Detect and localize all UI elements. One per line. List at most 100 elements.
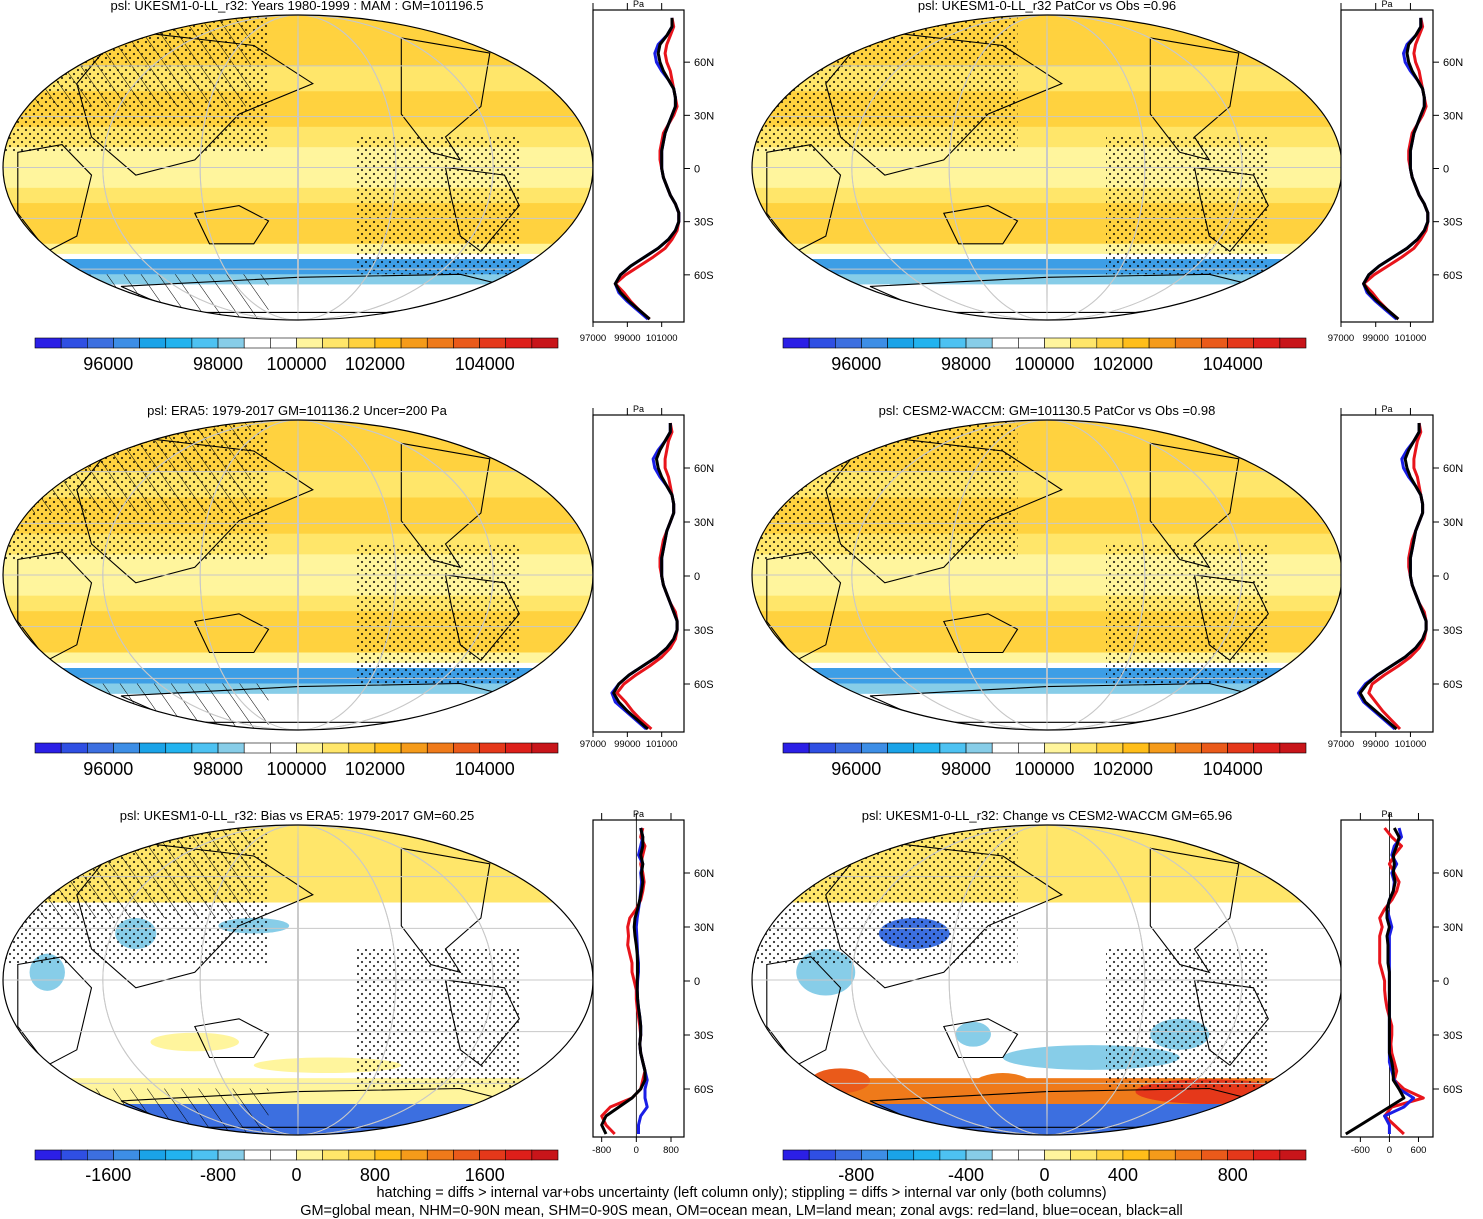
zonal-xtick-label: 101000 (1395, 739, 1427, 750)
colorbar-swatch (453, 742, 480, 754)
continent-outline (942, 1018, 1019, 1059)
stippling-overlay (752, 15, 1018, 153)
zonal-frame (1340, 9, 1434, 323)
colorbar-swatch (1227, 337, 1255, 349)
colorbar-tick-label: 104000 (1203, 354, 1263, 374)
map (752, 15, 1342, 320)
colorbar-swatch (479, 1149, 506, 1161)
colorbar-swatch (426, 337, 454, 349)
zonal-xtick-label: 99000 (614, 739, 640, 750)
zonal-line-all (1362, 17, 1430, 321)
anomaly-region (973, 1073, 1033, 1098)
colorbar-swatch (322, 1149, 350, 1161)
colorbar-swatch (1096, 742, 1124, 754)
zonal-line-all (600, 827, 647, 1135)
zonal-frame (592, 9, 685, 323)
colorbar-swatch (243, 1149, 271, 1161)
colorbar-swatch (87, 1149, 114, 1161)
zonal-xtick-label: 600 (1411, 1145, 1427, 1156)
colorbar-swatch (34, 337, 62, 349)
continent-outline (825, 434, 1063, 584)
colorbar-tick-label: 96000 (831, 759, 881, 779)
colorbar-swatch (296, 742, 323, 754)
zonal-xtick-label: -800 (592, 1145, 611, 1156)
colorbar-swatch (1227, 742, 1255, 754)
panel-title: psl: ERA5: 1979-2017 GM=101136.2 Uncer=2… (147, 403, 447, 418)
colorbar-tick-label: 98000 (941, 354, 991, 374)
colorbar-tick-label: 0 (291, 1165, 301, 1185)
colorbar-swatch (1253, 337, 1281, 349)
colorbar-swatch (808, 742, 836, 754)
colorbar: 96000 98000 100000 102000 104000 (34, 337, 559, 374)
continent-outline (444, 166, 520, 253)
colorbar-tick-label: -800 (200, 1165, 236, 1185)
graticule-lon (297, 420, 299, 730)
zonal-lat-label: 60S (1443, 679, 1463, 691)
zonal-lat-label: 0 (1443, 976, 1449, 988)
continent-outline (193, 205, 270, 245)
zonal-lat-label: 0 (694, 571, 700, 583)
colorbar-tick-label: 98000 (193, 759, 243, 779)
colorbar-swatch (939, 337, 967, 349)
colorbar-swatch (505, 742, 533, 754)
zonal-xtick-label: 97000 (1328, 333, 1354, 344)
graticule-lon (102, 420, 494, 730)
colorbar-swatch (1253, 1149, 1281, 1161)
zonal-frame (592, 414, 685, 733)
continent-outline (76, 839, 314, 989)
graticule-lon (102, 825, 494, 1135)
zonal-lat-label: 30N (694, 922, 714, 934)
colorbar-swatch (217, 337, 245, 349)
colorbar-swatch (34, 1149, 62, 1161)
stippling-overlay (752, 825, 1018, 965)
continent-outline (942, 205, 1019, 245)
continent-outline (766, 144, 842, 253)
zonal-xtick-label: 97000 (580, 333, 606, 344)
colorbar-swatch (965, 742, 993, 754)
colorbar-swatch (139, 337, 167, 349)
colorbar-swatch (270, 337, 297, 349)
colorbar-tick-label: 104000 (455, 759, 515, 779)
colorbar-swatch (1122, 337, 1150, 349)
colorbar-tick-label: 98000 (941, 759, 991, 779)
stippling-overlay (1106, 544, 1269, 684)
colorbar-tick-label: 96000 (83, 759, 133, 779)
zonal-frame (1340, 414, 1434, 733)
colorbar-swatch (322, 337, 350, 349)
zonal-xtick-label: -600 (1351, 1145, 1370, 1156)
continent-outline (17, 551, 93, 662)
colorbar-swatch (479, 337, 506, 349)
colorbar-swatch (1018, 1149, 1045, 1161)
colorbar-swatch (834, 337, 862, 349)
zonal-xtick-label: 0 (634, 1145, 639, 1156)
zonal-xtick-label: 99000 (1363, 739, 1389, 750)
colorbar-tick-label: 104000 (455, 354, 515, 374)
panel: psl: UKESM1-0-LL_r32: Years 1980-1999 : … (2, 0, 714, 374)
colorbar-tick-label: 102000 (345, 354, 405, 374)
panel: psl: ERA5: 1979-2017 GM=101136.2 Uncer=2… (2, 403, 714, 779)
graticule-lon (297, 15, 299, 320)
zonal-xtick-label: 101000 (1395, 333, 1427, 344)
colorbar-tick-label: 98000 (193, 354, 243, 374)
panel: psl: UKESM1-0-LL_r32: Change vs CESM2-WA… (751, 808, 1463, 1185)
colorbar-swatch (296, 1149, 323, 1161)
colorbar-swatch (887, 337, 915, 349)
zonal-lat-label: 30S (694, 1030, 714, 1042)
colorbar-swatch (1018, 337, 1045, 349)
colorbar-swatch (1122, 1149, 1150, 1161)
zonal-lat-label: 30N (694, 110, 714, 122)
colorbar-swatch (374, 742, 402, 754)
continent-outline (1193, 979, 1269, 1067)
colorbar-swatch (1279, 742, 1307, 754)
colorbar-swatch (165, 337, 193, 349)
continent-outline (444, 979, 520, 1067)
colorbar-tick-label: 100000 (266, 354, 326, 374)
zonal-line-all (1345, 827, 1406, 1136)
map (3, 15, 593, 320)
zonal-unit: Pa (633, 0, 644, 9)
colorbar-swatch (913, 337, 941, 349)
colorbar-swatch (1253, 742, 1281, 754)
colorbar-swatch (34, 742, 62, 754)
zonal-panel: Pa 97000 99000 101000 60N 30N 0 30S 60S (1328, 404, 1463, 750)
colorbar-swatch (808, 1149, 836, 1161)
